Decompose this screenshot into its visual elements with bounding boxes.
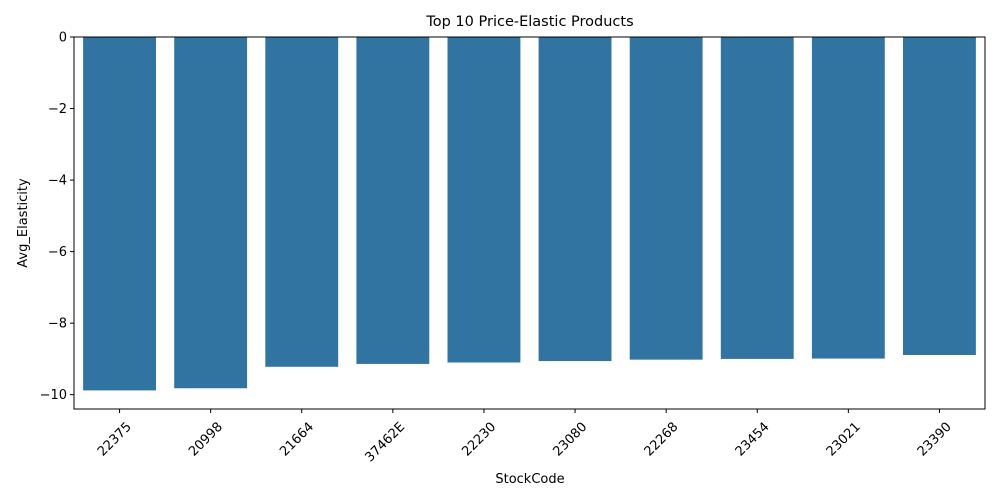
y-tick-label--4: −4: [48, 174, 67, 189]
x-axis: 22375 20998 21664 37462E 22230 23080 22268 2345…: [95, 409, 955, 465]
bar-22375: [83, 37, 156, 391]
bar-23021: [811, 37, 885, 359]
bar-23080: [538, 37, 612, 362]
x-tick-label-22268: 22268: [642, 420, 682, 460]
x-tick-label-21664: 21664: [277, 420, 317, 460]
x-tick-label-22230: 22230: [459, 420, 499, 460]
y-tick-label--2: −2: [48, 102, 67, 117]
x-tick-label-23080: 23080: [550, 420, 590, 460]
bar-23454: [720, 37, 794, 359]
bar-22268: [629, 37, 703, 360]
x-axis-label: StockCode: [495, 472, 564, 487]
x-tick-label-22375: 22375: [95, 420, 135, 460]
y-tick-label--6: −6: [48, 245, 67, 260]
bar-22230: [447, 37, 521, 363]
bars-group: [83, 37, 976, 391]
bar-21664: [265, 37, 339, 367]
chart-title: Top 10 Price-Elastic Products: [425, 14, 633, 30]
x-tick-label-23390: 23390: [915, 420, 955, 460]
x-tick-label-23454: 23454: [733, 420, 773, 460]
y-tick-label--8: −8: [48, 317, 67, 332]
bar-23390: [903, 37, 976, 355]
axes-frame: [73, 36, 986, 410]
y-tick-label--10: −10: [40, 388, 67, 403]
y-axis: 0 −2 −4 −6 −8 −10: [40, 31, 74, 403]
bar-20998: [174, 37, 248, 389]
y-axis-label: Avg_Elasticity: [16, 178, 31, 268]
y-tick-label-0: 0: [59, 31, 67, 46]
bar-37462E: [356, 37, 430, 364]
x-tick-label-20998: 20998: [186, 420, 226, 460]
x-tick-label-37462E: 37462E: [362, 420, 408, 466]
x-tick-label-23021: 23021: [824, 420, 864, 460]
